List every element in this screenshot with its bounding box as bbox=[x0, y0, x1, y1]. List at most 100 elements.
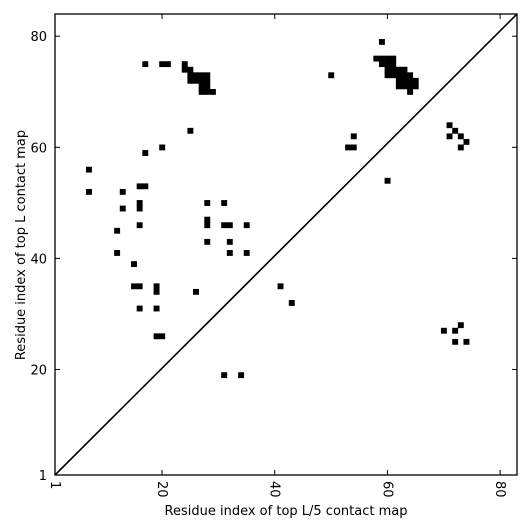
contact-point bbox=[226, 238, 233, 245]
contact-point bbox=[463, 138, 470, 145]
plot-frame bbox=[54, 13, 518, 476]
contact-point bbox=[395, 72, 402, 79]
contact-point bbox=[390, 61, 397, 68]
contact-point bbox=[119, 188, 126, 195]
contact-point bbox=[209, 88, 216, 95]
contact-point bbox=[221, 200, 228, 206]
contact-point bbox=[131, 283, 137, 290]
contact-point bbox=[384, 72, 391, 79]
contact-point bbox=[136, 305, 143, 312]
contact-point bbox=[384, 61, 391, 68]
contact-point bbox=[204, 83, 211, 90]
x-tick-label: 20 bbox=[154, 481, 169, 498]
contact-point bbox=[407, 88, 414, 95]
contact-point bbox=[345, 144, 352, 151]
contact-point bbox=[401, 77, 408, 84]
y-axis-title: Residue index of top L contact map bbox=[14, 130, 29, 360]
contact-point bbox=[288, 300, 295, 306]
contact-point bbox=[114, 227, 121, 234]
contact-point bbox=[204, 222, 211, 229]
contact-point bbox=[153, 333, 160, 340]
contact-point bbox=[390, 72, 397, 79]
contact-point bbox=[198, 77, 205, 84]
contact-point bbox=[187, 127, 194, 134]
contact-point bbox=[463, 338, 470, 345]
contact-point bbox=[136, 200, 143, 206]
contact-point bbox=[452, 327, 459, 334]
contact-point bbox=[136, 222, 143, 229]
contact-point bbox=[131, 261, 137, 268]
contact-point bbox=[187, 66, 194, 73]
contact-point bbox=[378, 55, 385, 62]
contact-point bbox=[390, 66, 397, 73]
contact-point bbox=[395, 66, 402, 73]
contact-point bbox=[328, 72, 335, 79]
contact-point bbox=[159, 144, 166, 151]
contact-point bbox=[204, 72, 211, 79]
contact-point bbox=[136, 183, 143, 190]
contact-point bbox=[277, 283, 284, 290]
contact-points bbox=[85, 38, 470, 379]
contact-point bbox=[204, 88, 211, 95]
contact-point bbox=[407, 72, 414, 79]
contact-point bbox=[390, 55, 397, 62]
contact-point bbox=[238, 372, 245, 379]
contact-point bbox=[85, 166, 92, 173]
contact-point bbox=[136, 205, 143, 212]
contact-point bbox=[114, 250, 121, 256]
contact-point bbox=[204, 77, 211, 84]
contact-point bbox=[198, 72, 205, 79]
contact-point bbox=[193, 288, 199, 295]
contact-point bbox=[243, 250, 250, 256]
y-tick-label: 80 bbox=[30, 30, 47, 45]
contact-point bbox=[187, 77, 194, 84]
contact-point bbox=[401, 66, 408, 73]
contact-point bbox=[187, 72, 194, 79]
contact-point bbox=[350, 133, 357, 140]
contact-point bbox=[159, 61, 166, 68]
contact-point bbox=[395, 83, 402, 90]
contact-point bbox=[350, 144, 357, 151]
y-tick-label: 40 bbox=[30, 252, 47, 267]
contact-point bbox=[457, 133, 464, 140]
contact-point bbox=[142, 61, 149, 68]
contact-point bbox=[193, 77, 199, 84]
contact-point bbox=[119, 205, 126, 212]
contact-point bbox=[159, 333, 166, 340]
contact-point bbox=[198, 88, 205, 95]
contact-point bbox=[452, 127, 459, 134]
x-tick-label: 60 bbox=[379, 481, 394, 498]
contact-point bbox=[412, 83, 419, 90]
contact-point bbox=[446, 133, 453, 140]
contact-point bbox=[204, 216, 211, 223]
contact-point bbox=[181, 61, 188, 68]
contact-point bbox=[153, 305, 160, 312]
contact-point bbox=[412, 77, 419, 84]
contact-point bbox=[373, 55, 380, 62]
contact-point bbox=[407, 83, 414, 90]
contact-point bbox=[136, 283, 143, 290]
contact-point bbox=[452, 338, 459, 345]
x-tick-label: 1 bbox=[47, 481, 62, 489]
contact-point bbox=[440, 327, 447, 334]
contact-point bbox=[384, 55, 391, 62]
contact-point bbox=[193, 72, 199, 79]
diagonal-layer bbox=[54, 13, 518, 476]
contact-point bbox=[401, 72, 408, 79]
x-axis: 1 20 40 60 80 bbox=[47, 14, 507, 498]
contact-point bbox=[181, 66, 188, 73]
contact-point bbox=[457, 322, 464, 329]
contact-point bbox=[221, 372, 228, 379]
contact-point bbox=[198, 83, 205, 90]
contact-point bbox=[446, 122, 453, 129]
y-axis: 1 20 40 60 80 bbox=[30, 30, 517, 484]
contact-point bbox=[142, 150, 149, 156]
contact-point bbox=[164, 61, 171, 68]
contact-point bbox=[204, 200, 211, 206]
contact-point bbox=[378, 38, 385, 45]
contact-point bbox=[204, 238, 211, 245]
contact-point bbox=[384, 177, 391, 184]
x-axis-title: Residue index of top L/5 contact map bbox=[165, 504, 408, 519]
contact-point bbox=[243, 222, 250, 229]
